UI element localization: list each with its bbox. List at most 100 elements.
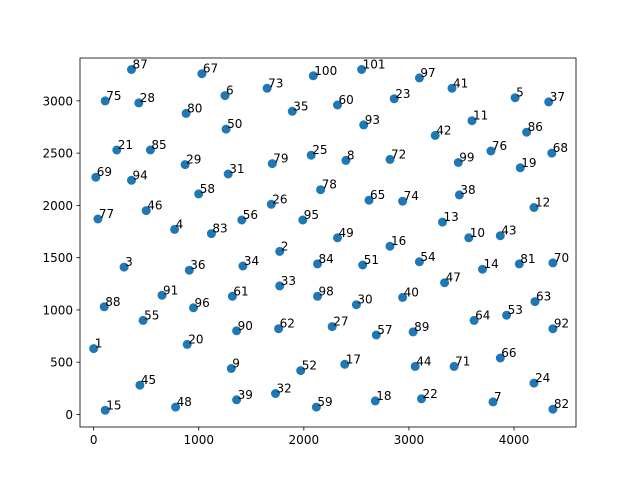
data-point: [266, 199, 276, 209]
data-point: [170, 224, 180, 234]
y-tick-label: 2000: [42, 199, 73, 213]
y-tick-label: 1000: [42, 303, 73, 317]
data-point: [495, 231, 505, 241]
point-label: 62: [280, 317, 295, 331]
data-point: [275, 281, 285, 291]
data-point: [100, 405, 110, 415]
data-point: [447, 83, 457, 93]
data-point: [544, 97, 554, 107]
point-label: 82: [554, 397, 569, 411]
point-label: 86: [528, 120, 543, 134]
point-label: 23: [395, 87, 410, 101]
y-tick-label: 1500: [42, 251, 73, 265]
point-label: 18: [376, 389, 391, 403]
data-point: [370, 396, 380, 406]
point-label: 63: [536, 290, 551, 304]
data-point: [398, 292, 408, 302]
point-label: 30: [357, 293, 372, 307]
point-label: 16: [391, 234, 406, 248]
data-point: [414, 257, 424, 267]
data-point: [181, 108, 191, 118]
point-label: 38: [460, 183, 475, 197]
point-label: 7: [494, 390, 502, 404]
point-label: 65: [370, 188, 385, 202]
point-label: 90: [238, 319, 253, 333]
point-label: 76: [492, 139, 507, 153]
data-point: [478, 264, 487, 274]
data-point: [91, 172, 101, 182]
point-label: 96: [195, 296, 210, 310]
data-point: [371, 330, 381, 340]
data-point: [398, 196, 408, 206]
data-point: [182, 339, 192, 349]
data-point: [547, 148, 557, 158]
point-label: 80: [187, 101, 202, 115]
point-label: 35: [293, 99, 308, 113]
data-point: [232, 395, 242, 405]
data-point: [296, 366, 306, 376]
data-point: [333, 233, 342, 243]
plot-frame: [79, 57, 577, 428]
point-label: 60: [339, 93, 354, 107]
data-point: [453, 158, 463, 167]
points-layer: [89, 65, 558, 415]
data-point: [495, 353, 505, 363]
data-point: [206, 229, 216, 239]
point-label: 41: [453, 76, 468, 90]
point-label: 81: [520, 252, 535, 266]
point-label: 89: [414, 320, 429, 334]
point-label: 33: [281, 274, 296, 288]
point-label: 92: [554, 317, 569, 331]
data-point: [410, 361, 420, 371]
data-point: [414, 73, 424, 83]
point-label: 94: [133, 168, 148, 182]
point-label: 83: [212, 222, 227, 236]
point-label: 51: [364, 253, 379, 267]
data-point: [364, 195, 374, 205]
point-label: 54: [420, 250, 435, 264]
point-label: 36: [190, 258, 205, 272]
data-point: [221, 124, 231, 134]
point-label: 32: [277, 382, 292, 396]
data-point: [408, 327, 418, 337]
data-point: [351, 300, 361, 310]
point-label: 93: [365, 113, 380, 127]
point-label: 87: [133, 58, 148, 72]
data-point: [469, 315, 479, 325]
data-point: [358, 260, 368, 270]
point-label: 26: [272, 192, 287, 206]
data-point: [220, 91, 230, 101]
point-label: 72: [391, 147, 406, 161]
data-point: [486, 146, 496, 156]
data-point: [184, 265, 194, 275]
data-point: [157, 290, 167, 300]
data-point: [141, 206, 151, 216]
point-label: 79: [273, 152, 288, 166]
point-label: 58: [200, 182, 215, 196]
data-point: [440, 278, 450, 288]
point-label: 97: [420, 66, 435, 80]
data-point: [548, 404, 558, 414]
data-point: [316, 185, 326, 195]
point-label: 100: [314, 64, 337, 78]
point-label: 34: [244, 254, 259, 268]
data-point: [127, 175, 136, 185]
data-point: [308, 71, 318, 81]
point-label: 8: [347, 148, 355, 162]
data-point: [502, 310, 512, 320]
data-point: [271, 389, 280, 398]
data-point: [417, 394, 426, 404]
point-label: 25: [312, 143, 327, 157]
point-label: 49: [339, 226, 354, 240]
data-point: [389, 94, 399, 104]
data-point: [341, 155, 351, 165]
data-point: [127, 65, 136, 74]
y-tick-label: 2500: [42, 147, 73, 161]
data-point: [135, 380, 145, 390]
data-point: [430, 130, 440, 140]
point-label: 45: [141, 373, 156, 387]
point-label: 48: [177, 395, 192, 409]
point-label: 17: [346, 352, 361, 366]
data-point: [522, 127, 532, 137]
